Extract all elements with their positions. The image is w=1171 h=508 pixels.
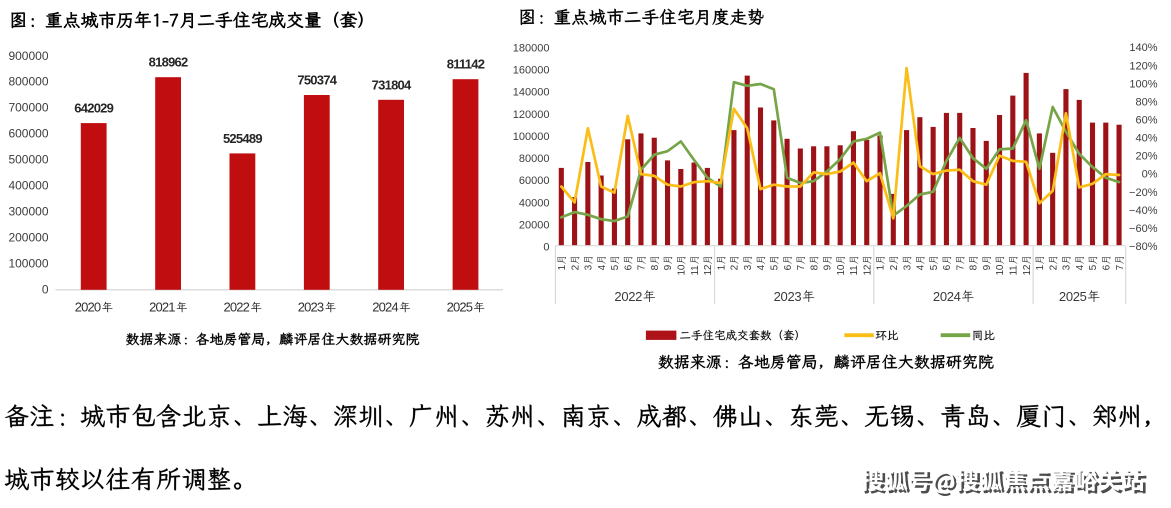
svg-text:11: 11 — [690, 265, 701, 276]
svg-text:160000: 160000 — [513, 65, 550, 77]
svg-text:80000: 80000 — [519, 153, 550, 165]
svg-text:500000: 500000 — [8, 153, 48, 167]
svg-text:120%: 120% — [1129, 60, 1157, 72]
svg-text:5: 5 — [929, 264, 940, 270]
svg-text:2: 2 — [1048, 264, 1059, 270]
svg-text:800000: 800000 — [8, 75, 48, 89]
svg-text:5: 5 — [610, 264, 621, 270]
svg-text:12: 12 — [862, 264, 873, 275]
svg-text:7: 7 — [637, 264, 648, 270]
svg-text:20%: 20% — [1135, 151, 1157, 163]
svg-text:7: 7 — [796, 264, 807, 270]
svg-text:11: 11 — [1009, 265, 1020, 276]
svg-text:4: 4 — [916, 264, 927, 270]
svg-text:100000: 100000 — [8, 256, 48, 270]
svg-text:525489: 525489 — [223, 131, 262, 146]
svg-text:8: 8 — [809, 264, 820, 270]
svg-text:2021: 2021 — [149, 300, 175, 315]
svg-text:1: 1 — [557, 264, 568, 270]
svg-text:2024: 2024 — [933, 289, 961, 304]
svg-text:4: 4 — [756, 264, 767, 270]
svg-text:811142: 811142 — [447, 57, 485, 72]
svg-text:2024: 2024 — [372, 300, 398, 315]
svg-text:100%: 100% — [1129, 78, 1157, 90]
svg-text:2: 2 — [730, 264, 741, 270]
svg-text:1: 1 — [716, 264, 727, 270]
svg-text:−60%: −60% — [1129, 223, 1158, 235]
svg-text:6: 6 — [623, 264, 634, 270]
svg-text:12: 12 — [1022, 264, 1033, 275]
svg-text:10: 10 — [677, 264, 688, 275]
svg-text:20000: 20000 — [519, 219, 550, 231]
svg-text:4: 4 — [597, 264, 608, 270]
svg-text:2: 2 — [570, 264, 581, 270]
svg-text:3: 3 — [902, 264, 913, 270]
svg-text:60%: 60% — [1135, 115, 1157, 127]
svg-text:3: 3 — [584, 264, 595, 270]
svg-text:0%: 0% — [1142, 169, 1158, 181]
svg-text:−80%: −80% — [1129, 241, 1158, 253]
svg-text:2023: 2023 — [774, 289, 802, 304]
svg-text:3: 3 — [1062, 264, 1073, 270]
svg-text:−40%: −40% — [1129, 205, 1158, 217]
svg-text:6: 6 — [942, 264, 953, 270]
svg-text:100000: 100000 — [513, 131, 550, 143]
svg-text:731804: 731804 — [372, 77, 412, 92]
svg-text:3: 3 — [743, 264, 754, 270]
svg-text:1: 1 — [1035, 264, 1046, 270]
svg-text:600000: 600000 — [8, 127, 48, 141]
svg-text:5: 5 — [1088, 264, 1099, 270]
svg-text:120000: 120000 — [513, 109, 550, 121]
svg-text:2025: 2025 — [447, 300, 473, 315]
svg-text:7: 7 — [955, 264, 966, 270]
svg-text:7: 7 — [1115, 264, 1126, 270]
svg-text:60000: 60000 — [519, 175, 550, 187]
svg-text:4: 4 — [1075, 264, 1086, 270]
svg-text:40000: 40000 — [519, 197, 550, 209]
svg-text:−20%: −20% — [1129, 187, 1158, 199]
svg-text:900000: 900000 — [8, 49, 48, 63]
svg-text:2025: 2025 — [1059, 289, 1087, 304]
svg-text:9: 9 — [663, 264, 674, 270]
svg-text:750374: 750374 — [297, 73, 337, 88]
svg-text:10: 10 — [836, 264, 847, 275]
svg-text:400000: 400000 — [8, 179, 48, 193]
svg-text:140%: 140% — [1129, 42, 1157, 54]
svg-text:8: 8 — [969, 264, 980, 270]
svg-text:2022: 2022 — [614, 289, 642, 304]
svg-text:9: 9 — [982, 264, 993, 270]
svg-text:6: 6 — [1102, 264, 1113, 270]
svg-text:300000: 300000 — [8, 205, 48, 219]
svg-text:6: 6 — [783, 264, 794, 270]
svg-text:5: 5 — [770, 264, 781, 270]
svg-text:2023: 2023 — [298, 300, 324, 315]
svg-text:0: 0 — [543, 242, 549, 254]
svg-text:10: 10 — [995, 264, 1006, 275]
svg-text:0: 0 — [42, 282, 49, 296]
svg-text:12: 12 — [703, 264, 714, 275]
svg-text:8: 8 — [650, 264, 661, 270]
svg-text:9: 9 — [823, 264, 834, 270]
svg-text:2020: 2020 — [75, 300, 101, 315]
svg-text:11: 11 — [849, 265, 860, 276]
svg-text:1: 1 — [876, 264, 887, 270]
svg-text:180000: 180000 — [513, 42, 550, 54]
svg-text:2: 2 — [889, 264, 900, 270]
svg-text:818962: 818962 — [149, 55, 188, 70]
svg-text:200000: 200000 — [8, 231, 48, 245]
svg-text:642029: 642029 — [74, 101, 113, 116]
svg-text:80%: 80% — [1135, 96, 1157, 108]
svg-text:140000: 140000 — [513, 87, 550, 99]
svg-text:2022: 2022 — [224, 300, 250, 315]
svg-text:700000: 700000 — [8, 101, 48, 115]
svg-text:40%: 40% — [1135, 133, 1157, 145]
